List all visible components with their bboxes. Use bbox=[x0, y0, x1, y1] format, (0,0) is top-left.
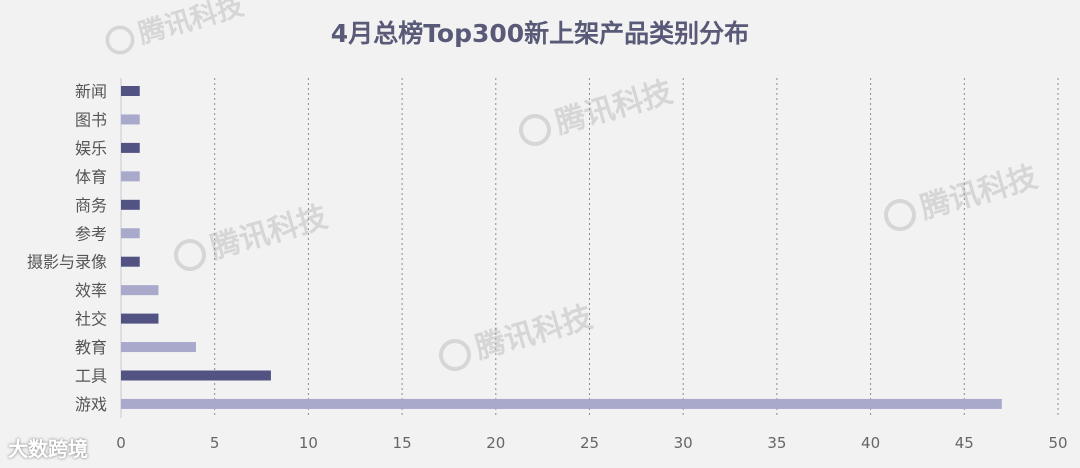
x-tick-label: 35 bbox=[767, 434, 786, 452]
bar bbox=[121, 370, 271, 381]
watermark-text: 腾讯科技 bbox=[206, 200, 331, 267]
watermark-mark: 腾讯科技 bbox=[439, 300, 596, 371]
x-tick-label: 0 bbox=[116, 434, 126, 452]
bar bbox=[121, 228, 140, 239]
bar bbox=[121, 86, 140, 96]
watermark-logo-icon bbox=[519, 114, 551, 146]
category-label: 商务 bbox=[75, 196, 107, 215]
watermark-logo-icon bbox=[439, 339, 471, 371]
watermark-mark: 腾讯科技 bbox=[884, 160, 1041, 231]
category-label: 效率 bbox=[75, 281, 107, 300]
watermark-text: 腾讯科技 bbox=[135, 0, 247, 50]
category-label: 参考 bbox=[75, 224, 107, 243]
x-tick-label: 40 bbox=[861, 434, 880, 452]
watermark-logo-icon bbox=[105, 25, 135, 55]
x-tick-label: 10 bbox=[299, 434, 318, 452]
category-label: 社交 bbox=[75, 310, 107, 329]
x-tick-label: 5 bbox=[210, 434, 220, 452]
bar bbox=[121, 114, 140, 125]
watermark-mark: 腾讯科技 bbox=[519, 75, 676, 146]
category-label: 游戏 bbox=[75, 395, 107, 414]
x-axis-labels: 0 5 10 15 20 25 30 35 40 45 50 bbox=[116, 434, 1067, 452]
x-tick-label: 20 bbox=[486, 434, 505, 452]
category-label: 摄影与录像 bbox=[27, 253, 107, 272]
category-label: 新闻 bbox=[75, 82, 107, 101]
category-label: 教育 bbox=[75, 338, 107, 357]
chart-title: 4月总榜Top300新上架产品类别分布 bbox=[330, 19, 750, 48]
bar bbox=[121, 313, 159, 324]
x-tick-label: 25 bbox=[580, 434, 599, 452]
watermark-mark: 腾讯科技 bbox=[174, 200, 331, 271]
watermark-text: 腾讯科技 bbox=[551, 75, 676, 142]
watermark-mark: 腾讯科技 bbox=[105, 0, 247, 55]
bar bbox=[121, 285, 159, 296]
bar bbox=[121, 398, 1002, 409]
category-label: 工具 bbox=[75, 367, 107, 386]
x-tick-label: 30 bbox=[674, 434, 693, 452]
watermark-text: 腾讯科技 bbox=[916, 160, 1041, 227]
category-label: 体育 bbox=[75, 167, 107, 186]
bar bbox=[121, 256, 140, 267]
footer-brand-logo: 大数跨境 bbox=[8, 437, 88, 461]
watermark-logo-icon bbox=[174, 239, 206, 271]
x-tick-label: 45 bbox=[955, 434, 974, 452]
bar bbox=[121, 342, 196, 353]
bar bbox=[121, 199, 140, 210]
category-label: 娱乐 bbox=[75, 139, 107, 158]
bar bbox=[121, 171, 140, 182]
bar bbox=[121, 142, 140, 153]
x-tick-label: 50 bbox=[1048, 434, 1067, 452]
bars-layer bbox=[121, 86, 1002, 409]
watermark-logo-icon bbox=[884, 199, 916, 231]
watermark-text: 腾讯科技 bbox=[471, 300, 596, 367]
category-label: 图书 bbox=[75, 110, 107, 129]
grid-lines bbox=[120, 78, 1059, 418]
x-tick-label: 15 bbox=[393, 434, 412, 452]
